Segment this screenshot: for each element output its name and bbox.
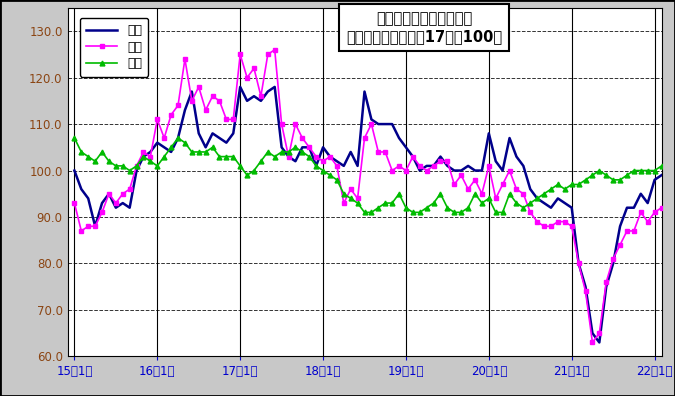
生産 [153,140,161,145]
生産 [264,89,272,94]
生産 [70,168,78,173]
出荷 [70,201,78,206]
生産 [609,261,617,266]
Line: 生産: 生産 [74,87,675,343]
Line: 在庫: 在庫 [72,135,675,215]
出荷 [153,117,161,122]
生産 [236,84,244,89]
生産 [506,136,514,141]
在庫 [664,159,672,164]
在庫 [257,159,265,164]
在庫 [589,173,597,177]
在庫 [360,210,369,215]
出荷 [271,48,279,52]
生産 [671,154,675,159]
在庫 [153,164,161,168]
生産 [589,331,597,335]
出荷 [595,331,603,335]
Legend: 生産, 出荷, 在庫: 生産, 出荷, 在庫 [80,18,148,77]
出荷 [671,210,675,215]
在庫 [602,173,610,177]
出荷 [589,340,597,345]
在庫 [70,136,78,141]
在庫 [506,191,514,196]
出荷 [609,257,617,261]
出荷 [257,94,265,99]
生産 [595,340,603,345]
Line: 出荷: 出荷 [72,47,675,345]
出荷 [506,168,514,173]
Text: 鳥取県鉱工業指数の推移
（季節調整済、平成17年＝100）: 鳥取県鉱工業指数の推移 （季節調整済、平成17年＝100） [346,11,502,44]
